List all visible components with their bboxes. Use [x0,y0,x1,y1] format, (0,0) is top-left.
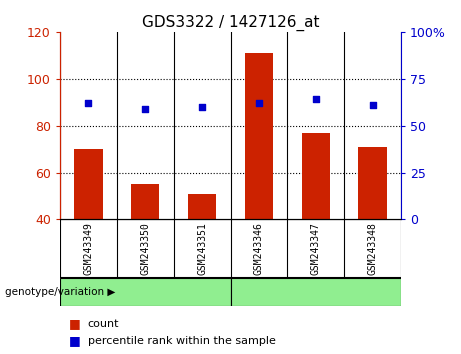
Bar [74,149,102,219]
Bar [131,184,160,219]
Bar [358,147,387,219]
Text: GSM243347: GSM243347 [311,222,321,275]
Point [198,104,206,110]
Bar [301,133,330,219]
Text: percentile rank within the sample: percentile rank within the sample [88,336,276,346]
Point [312,97,319,102]
Bar [188,194,216,219]
Bar [245,53,273,219]
Text: GSM243346: GSM243346 [254,222,264,275]
Title: GDS3322 / 1427126_at: GDS3322 / 1427126_at [142,14,319,30]
Text: wild type: wild type [290,287,341,297]
Text: beta-catenin knockout: beta-catenin knockout [83,287,208,297]
Text: GSM243351: GSM243351 [197,222,207,275]
Text: ■: ■ [69,318,81,330]
Text: genotype/variation ▶: genotype/variation ▶ [5,287,115,297]
Text: GSM243349: GSM243349 [83,222,94,275]
Bar [230,278,401,306]
Point [255,100,263,106]
Text: ■: ■ [69,334,81,347]
Text: GSM243350: GSM243350 [140,222,150,275]
Text: count: count [88,319,119,329]
Bar [60,278,230,306]
Point [142,106,149,112]
Point [85,100,92,106]
Point [369,102,376,108]
Text: GSM243348: GSM243348 [367,222,378,275]
